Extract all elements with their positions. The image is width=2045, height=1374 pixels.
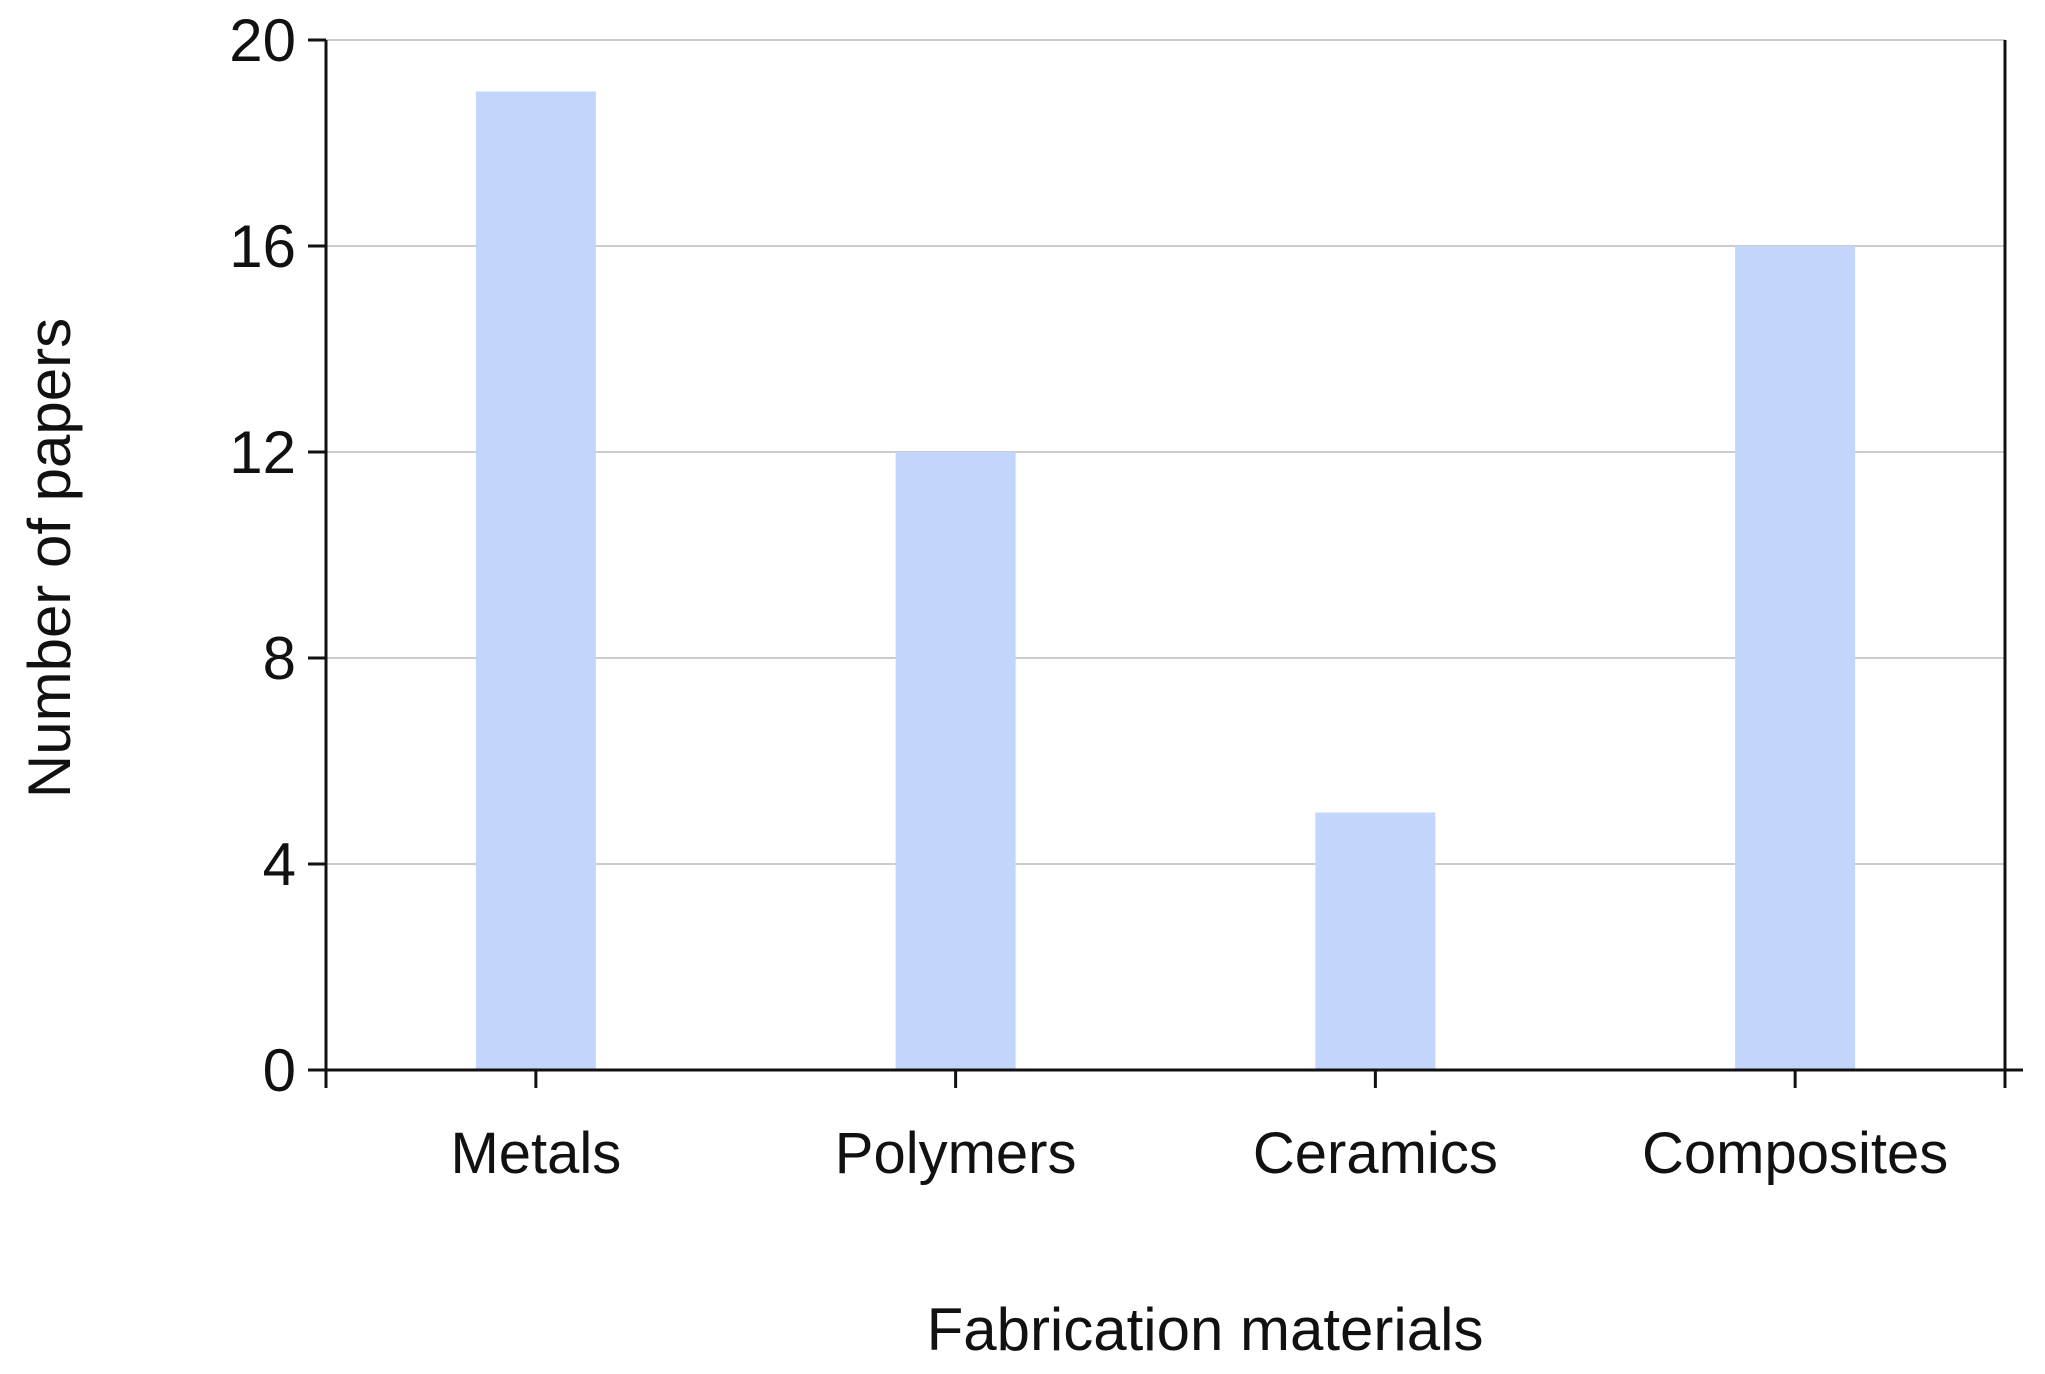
- y-tick-label: 0: [263, 1037, 296, 1104]
- y-tick-label: 20: [229, 7, 296, 74]
- y-tick-label: 4: [263, 831, 296, 898]
- bar-polymers: [895, 452, 1016, 1070]
- y-tick-label: 16: [229, 213, 296, 280]
- x-axis-title: Fabrication materials: [927, 1296, 1484, 1363]
- y-tick-label: 8: [263, 625, 296, 692]
- y-axis-title: Number of papers: [16, 318, 83, 798]
- gridlines: [326, 39, 2005, 865]
- y-tick-label: 12: [229, 419, 296, 486]
- x-tick-label: Polymers: [835, 1121, 1077, 1186]
- x-tick-label: Metals: [450, 1121, 621, 1186]
- bar-metals: [475, 91, 596, 1070]
- bar-ceramics: [1315, 812, 1436, 1070]
- axes: [308, 38, 2023, 1088]
- x-tick-label: Ceramics: [1253, 1121, 1498, 1186]
- x-tick-label: Composites: [1642, 1121, 1948, 1186]
- x-tick-labels: Metals Polymers Ceramics Composites: [450, 1121, 1948, 1186]
- y-tick-labels: 0 4 8 12 16 20: [229, 7, 296, 1104]
- bar-composites: [1735, 246, 1856, 1070]
- bars: [475, 91, 1856, 1070]
